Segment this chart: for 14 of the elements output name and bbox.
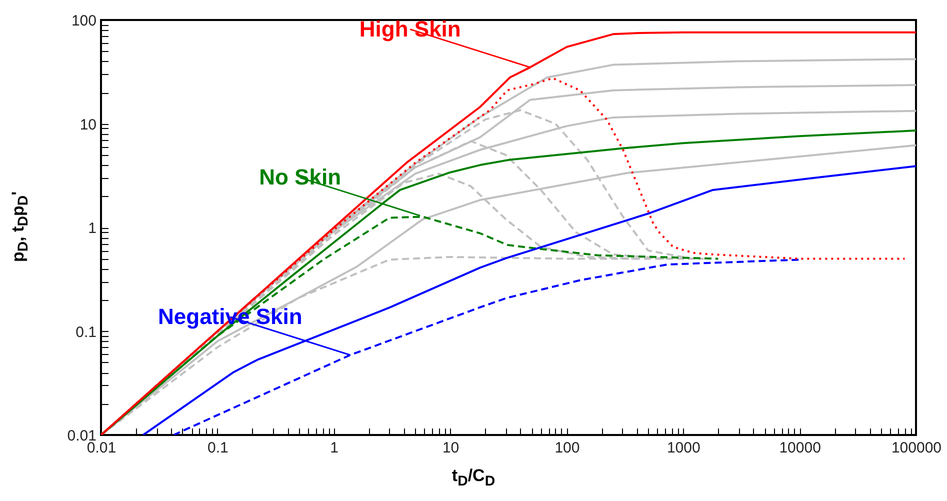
- annotation: No Skin: [259, 164, 342, 190]
- x-tick-label: 10: [442, 440, 460, 456]
- y-tick-label: 0.1: [76, 324, 96, 341]
- x-tick-label: 1000: [666, 440, 700, 456]
- x-tick-label: 100: [554, 440, 580, 456]
- y-tick-label: 10: [80, 116, 96, 134]
- y-tick-label: 1: [88, 220, 96, 237]
- x-tick-label: 1: [330, 440, 339, 456]
- x-axis-title: t$_{D}$/C$_{D}$: [450, 466, 496, 490]
- x-tick-label: 10000: [779, 440, 821, 456]
- annotation: High Skin: [359, 16, 461, 42]
- y-tick-label: 100: [71, 12, 96, 30]
- x-tick-label: 0.1: [208, 440, 228, 456]
- x-tick-label: 100000: [891, 440, 942, 456]
